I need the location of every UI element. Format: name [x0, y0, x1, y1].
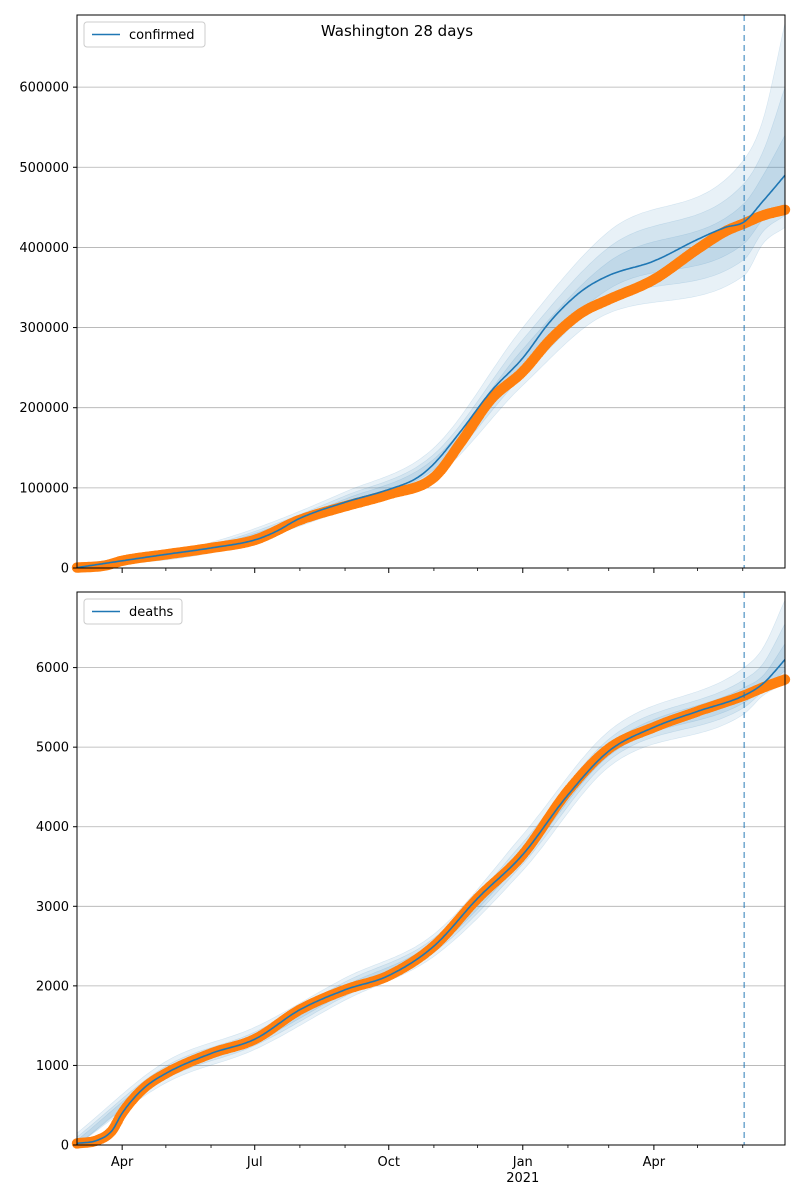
axes-frame [76, 14, 786, 569]
uncertainty-band [76, 135, 786, 569]
legend-box [83, 21, 206, 48]
y-tick-label: 200000 [19, 401, 69, 416]
legend: confirmed [83, 21, 206, 48]
x-tick-label: Jan [512, 1155, 533, 1170]
x-tick-label: Apr [643, 1155, 666, 1170]
model-line [76, 659, 786, 1145]
y-tick-label: 500000 [19, 161, 69, 176]
model-line [76, 174, 786, 569]
y-tick-label: 6000 [36, 661, 69, 676]
x-tick-label: Jul [246, 1155, 263, 1170]
y-tick-label: 3000 [36, 900, 69, 915]
panel-deaths: 0 1000 2000 3000 4000 5000 6000 Apr Jul Oct Jan Apr… [36, 591, 791, 1186]
y-tick-label: 100000 [19, 481, 69, 496]
legend-box [83, 598, 183, 625]
x-tick-label: Apr [111, 1155, 134, 1170]
y-tick-label: 4000 [36, 820, 69, 835]
legend: deaths [83, 598, 183, 625]
panel-confirmed: 0 100000 200000 300000 400000 500000 600000 con… [19, 14, 791, 577]
x-year-label: 2021 [506, 1171, 539, 1186]
y-tick-label: 400000 [19, 241, 69, 256]
y-tick-label: 2000 [36, 979, 69, 994]
observed-series [71, 674, 791, 1149]
y-tick-label: 1000 [36, 1059, 69, 1074]
y-tick-label: 300000 [19, 321, 69, 336]
chart-title: Washington 28 days [321, 22, 473, 40]
axes-frame [76, 591, 786, 1146]
y-tick-label: 0 [61, 1139, 69, 1154]
observed-series [71, 204, 791, 573]
legend-label: confirmed [129, 28, 195, 43]
x-tick-label: Oct [378, 1155, 400, 1170]
y-tick-label: 0 [61, 562, 69, 577]
legend-label: deaths [129, 605, 174, 620]
y-tick-label: 600000 [19, 81, 69, 96]
y-tick-label: 5000 [36, 741, 69, 756]
uncertainty-band [76, 22, 786, 569]
